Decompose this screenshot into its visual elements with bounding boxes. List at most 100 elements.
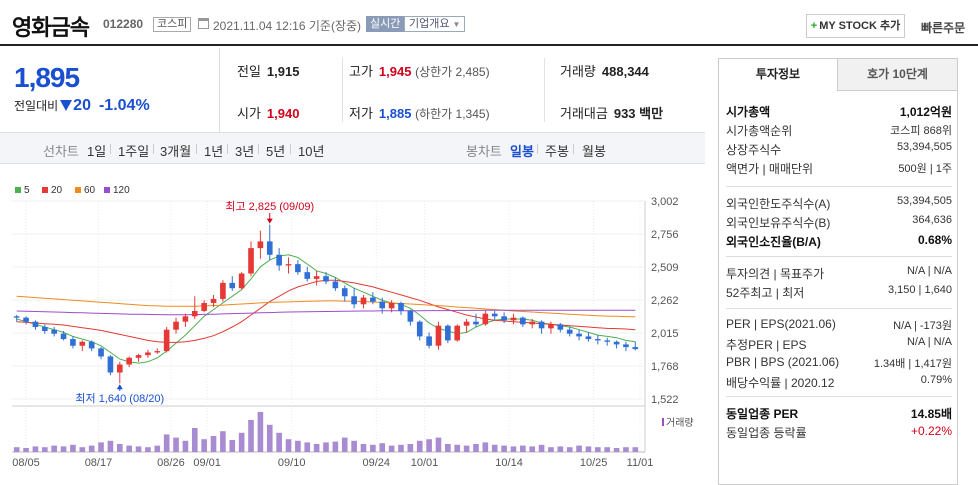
volume-bar: [613, 448, 620, 452]
candle: [107, 356, 114, 373]
y-tick-label: 2,015: [651, 328, 679, 340]
company-overview-dropdown[interactable]: 기업개요 ▼: [404, 16, 466, 32]
volume-bar: [454, 444, 461, 452]
high-label: 고가: [349, 64, 373, 79]
info-value: 3,150 | 1,640: [887, 284, 952, 296]
candle: [201, 302, 207, 311]
y-tick-label: 1,522: [651, 394, 679, 406]
info-label: PER | EPS(2021.06): [726, 317, 836, 331]
period-5y[interactable]: 5년: [266, 144, 286, 159]
info-value: 14.85배: [910, 407, 952, 421]
volume-bar: [60, 446, 67, 452]
volume-axis-label: 거래량: [666, 417, 694, 429]
info-value: 코스피 868위: [890, 125, 952, 137]
candle: [182, 316, 189, 322]
period-10y[interactable]: 10년: [298, 144, 325, 159]
realtime-button[interactable]: 실시간: [366, 16, 405, 32]
volume-bar: [98, 442, 104, 452]
add-mystock-button[interactable]: + MY STOCK 추가: [806, 14, 905, 38]
x-tick-label: 08/05: [12, 457, 40, 469]
candle: [510, 317, 517, 321]
info-value: 1.34배 | 1,417원: [873, 358, 952, 370]
price-chart[interactable]: 3,002 2,756 2,509 2,262 2,015 1,768 1,522 거래량 0…: [0, 190, 705, 485]
period-1w[interactable]: 1주일: [118, 144, 150, 159]
volume-bars: [13, 412, 639, 452]
info-row: 상장주식수 53,394,505: [726, 141, 952, 159]
tab-invest-info[interactable]: 투자정보: [719, 59, 838, 91]
info-row: 동일업종 PER 14.85배: [726, 405, 952, 423]
volume-bar: [248, 420, 254, 452]
info-label: 투자의견 | 목표주가: [726, 267, 825, 281]
candle-daily[interactable]: 일봉: [510, 144, 534, 159]
period-1y[interactable]: 1년: [204, 144, 224, 159]
legend-label: 120: [113, 185, 130, 196]
volume-bar: [435, 437, 442, 452]
candle: [548, 324, 554, 329]
ma-line-5: [16, 254, 636, 364]
candle-weekly[interactable]: 주봉: [545, 144, 569, 159]
volume-bar: [285, 439, 292, 452]
candle: [210, 298, 217, 303]
change-amount: 20: [73, 97, 91, 114]
candle: [23, 317, 29, 322]
candle: [41, 327, 48, 332]
candle: [426, 336, 432, 346]
legend-swatch: [104, 187, 110, 193]
volume-bar: [585, 446, 592, 452]
info-tabs: 투자정보 호가 10단계: [719, 59, 957, 91]
candle-monthly[interactable]: 월봉: [582, 144, 606, 159]
y-tick-label: 3,002: [651, 196, 679, 208]
x-tick-label: 09/10: [278, 457, 306, 469]
y-axis-ticks: 3,002 2,756 2,509 2,262 2,015 1,768 1,522 거래량: [651, 196, 694, 429]
open-label: 시가: [237, 106, 261, 121]
info-label: PBR | BPS (2021.06): [726, 355, 840, 369]
candle: [295, 264, 301, 273]
candle: [632, 347, 639, 350]
candle: [585, 336, 592, 340]
candle: [276, 254, 282, 266]
separator: [290, 144, 291, 154]
period-3m[interactable]: 3개월: [160, 144, 192, 159]
candle: [126, 357, 132, 365]
volume-bar: [473, 444, 479, 452]
candle: [163, 329, 170, 352]
candle: [238, 273, 245, 289]
candle: [266, 241, 273, 255]
company-overview-label: 기업개요: [409, 18, 450, 30]
volume-bar: [41, 447, 48, 452]
tab-quote-10[interactable]: 호가 10단계: [838, 59, 957, 91]
candle: [60, 333, 67, 340]
change-percent: -1.04%: [98, 97, 150, 114]
volume-bar: [107, 440, 114, 452]
x-tick-label: 10/14: [495, 457, 523, 469]
info-label: 외국인소진율(B/A): [726, 235, 821, 249]
current-price: 1,895: [14, 62, 80, 93]
info-label: 52주최고 | 최저: [726, 286, 805, 300]
info-value: 364,636: [912, 214, 952, 226]
trade-amount: 거래대금 933 백만: [560, 103, 663, 122]
divider: [544, 58, 545, 122]
volume-bar: [463, 445, 470, 452]
volume-bar: [163, 434, 170, 452]
volume-bar: [79, 447, 86, 452]
info-row: PER | EPS(2021.06) N/A | -173원: [726, 317, 952, 335]
candle: [379, 301, 386, 309]
info-row: 외국인소진율(B/A) 0.68%: [726, 233, 952, 251]
x-tick-label: 10/01: [411, 457, 439, 469]
volume-bar: [332, 441, 339, 452]
separator: [110, 144, 111, 154]
period-1d[interactable]: 1일: [87, 144, 107, 159]
volume-value: 488,344: [601, 64, 649, 79]
low-arrow-head: [116, 384, 123, 390]
quick-order-link[interactable]: 빠른주문: [921, 21, 966, 35]
candle: [501, 316, 507, 321]
volume-bar: [351, 440, 357, 452]
volume-bar: [445, 444, 451, 452]
period-3y[interactable]: 3년: [235, 144, 255, 159]
x-tick-label: 08/17: [85, 457, 113, 469]
line-chart-label: 선차트: [43, 144, 79, 159]
info-value: 0.68%: [917, 233, 952, 247]
volume-bar: [191, 428, 198, 452]
info-row: 시가총액 1,012억원: [726, 103, 952, 121]
candle: [416, 321, 423, 337]
